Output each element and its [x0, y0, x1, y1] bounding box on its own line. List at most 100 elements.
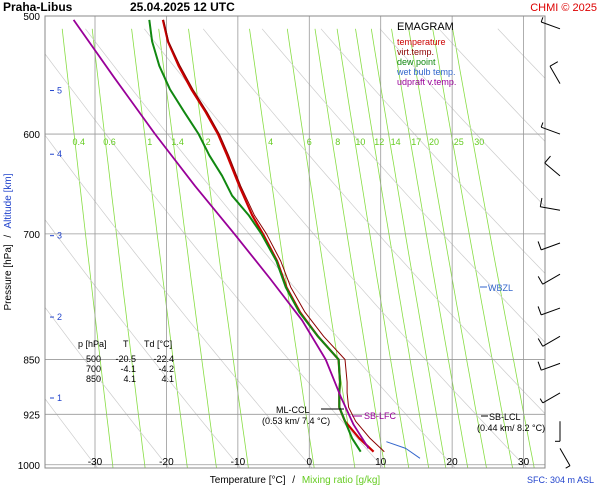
mixing-ratio-line	[188, 28, 249, 468]
mixing-ratio-line	[158, 28, 217, 468]
mixing-ratio-line	[391, 28, 469, 468]
x-axis-separator: /	[292, 475, 295, 486]
legend-wet-bulb: wet bulb temp.	[396, 67, 456, 77]
y-tick-label: 850	[23, 356, 40, 367]
wind-barb-flag	[540, 122, 544, 128]
mixing-ratio-label: 14	[391, 137, 401, 147]
x-tick-label: 20	[447, 457, 459, 468]
mixing-ratio-label: 2	[206, 137, 211, 147]
dry-adiabat-line	[438, 28, 545, 142]
mixing-ratio-line	[249, 28, 315, 468]
table-cell: 4.1	[123, 374, 136, 384]
sb-lcl-value: (0.44 km/ 8.2 °C)	[477, 423, 545, 433]
altitude-tick-label: 1	[57, 393, 62, 403]
altitude-tick-label: 3	[57, 231, 62, 241]
mixing-ratio-line	[61, 28, 114, 468]
x-axis-label: Temperature [°C]	[210, 475, 286, 486]
dry-adiabat-line	[45, 398, 98, 468]
dry-adiabat-line	[85, 28, 456, 468]
wind-barb-staff	[540, 206, 561, 211]
y-tick-label: 1000	[18, 461, 41, 472]
mixing-ratio-label: 6	[307, 137, 312, 147]
ml-ccl-value: (0.53 km/ 7.4 °C)	[262, 416, 330, 426]
mixing-ratio-label: 0.4	[73, 137, 86, 147]
mixing-ratio-label: 8	[335, 137, 340, 147]
sounding-table: p [hPa] T Td [°C] 500 -20.5 -22.4 700 -4…	[78, 339, 174, 384]
dry-adiabat-line	[379, 28, 545, 207]
sounding-datetime: 25.04.2025 12 UTC	[130, 0, 235, 14]
mixing-ratio-labels: 0.4 0.6 1 1.4 2 4 6 8 10 12 14 17 20 25 30	[73, 137, 485, 147]
table-header-p: p [hPa]	[78, 339, 107, 349]
dry-adiabat-line	[320, 28, 545, 274]
station-name: Praha-Libus	[3, 0, 73, 14]
x-tick-label: 0	[307, 457, 313, 468]
mixing-ratio-label: 25	[454, 137, 464, 147]
mixing-ratio-label: 1.4	[171, 137, 184, 147]
wind-barb-staff	[549, 65, 561, 84]
wind-barb-staff	[541, 242, 561, 251]
wind-barb-flag	[537, 241, 542, 251]
wind-barb-staff	[559, 448, 571, 466]
x-tick-label: 30	[518, 457, 530, 468]
mixing-ratio-line	[91, 28, 146, 468]
dry-adiabat-line	[45, 219, 241, 468]
wind-barb-staff	[541, 21, 561, 30]
altitude-ticks: 5 4 3 2 1	[50, 86, 62, 403]
dry-adiabat-line	[261, 28, 545, 343]
altitude-tick-label: 4	[57, 149, 62, 159]
dry-adiabat-line	[45, 53, 384, 468]
mixing-ratio-label: 1	[147, 137, 152, 147]
mixing-ratio-line	[336, 28, 410, 468]
wind-barb-flag	[537, 361, 542, 371]
mixing-axis-label: Mixing ratio [g/kg]	[302, 475, 381, 486]
dry-adiabat-line	[144, 28, 527, 468]
y-tick-label: 700	[23, 230, 40, 241]
svg-text:Pressure [hPa] / A: Pressure [hPa] / Altitude [km]	[3, 173, 14, 310]
wind-barb-staff	[542, 335, 561, 347]
wbzl-label: WBZL	[488, 283, 513, 293]
table-header-td: Td [°C]	[144, 339, 172, 349]
table-cell: -4.2	[158, 364, 174, 374]
x-axis-title: Temperature [°C] / Mixing ratio [g/kg]	[210, 475, 381, 486]
wind-barb-flag	[539, 398, 544, 404]
table-cell: 700	[86, 364, 101, 374]
wind-barb-flag	[537, 276, 544, 285]
series-line-dew-point	[148, 19, 362, 453]
wind-barb-flag	[537, 338, 544, 347]
wind-barb-flag	[565, 465, 571, 469]
wind-barb-flag	[549, 61, 559, 67]
y-axis-title: Pressure [hPa] / Altitude [km]	[3, 173, 14, 310]
wind-barb-flag	[540, 17, 544, 23]
mixing-ratio-label: 0.6	[103, 137, 116, 147]
x-tick-label: -10	[231, 457, 246, 468]
table-cell: -4.1	[120, 364, 136, 374]
sb-lcl-label: SB-LCL	[489, 412, 521, 422]
table-header-t: T	[123, 339, 129, 349]
mixing-ratio-line	[286, 28, 356, 468]
wind-barb-staff	[541, 362, 561, 371]
dry-adiabat-line	[45, 306, 170, 468]
plot-frame	[44, 15, 546, 469]
legend: EMAGRAM temperature virt.temp. dew point…	[396, 21, 456, 87]
x-tick-label: 10	[375, 457, 387, 468]
y-tick-label: 925	[23, 410, 40, 421]
dry-adiabat-line	[45, 134, 313, 468]
altitude-tick-label: 5	[57, 86, 62, 96]
chart-title: EMAGRAM	[397, 21, 454, 33]
table-cell: 850	[86, 374, 101, 384]
mixing-ratio-label: 10	[355, 137, 365, 147]
mixing-ratio-line	[314, 28, 386, 468]
series-line-udpraft-v-temp	[72, 19, 370, 449]
series-line-virt-temp	[163, 19, 385, 453]
wind-barbs	[537, 17, 571, 469]
legend-updraft-vtemp: udpraft v.temp.	[397, 77, 456, 87]
grid-lines	[45, 16, 545, 468]
wind-barb-staff	[542, 392, 561, 404]
x-tick-label: -30	[88, 457, 103, 468]
credit-text: CHMI © 2025	[530, 2, 597, 14]
table-cell: 500	[86, 354, 101, 364]
series-line-wet-bulb-temp	[386, 441, 421, 459]
table-cell: -20.5	[115, 354, 136, 364]
wind-barb-staff	[541, 307, 561, 316]
